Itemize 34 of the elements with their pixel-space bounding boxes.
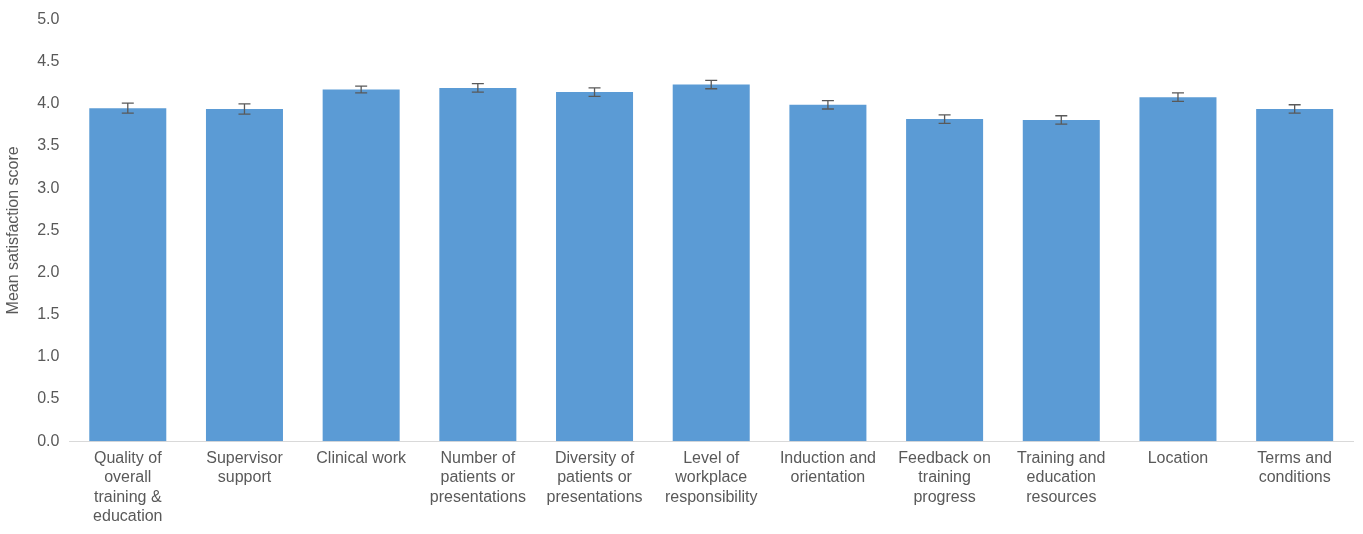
y-tick-label: 1.0 (37, 347, 60, 365)
x-tick-label: Induction and orientation (779, 449, 876, 486)
x-tick-label: Terms and conditions (1257, 449, 1333, 486)
y-tick-label: 2.5 (37, 220, 60, 238)
bar (1022, 119, 1100, 442)
bar (789, 104, 867, 442)
x-tick-label: Number of patients or presentations (429, 449, 526, 505)
x-tick-label: Quality of overall training & education (93, 449, 163, 524)
y-tick-label: 0.0 (37, 431, 60, 449)
y-tick-label: 1.5 (37, 305, 60, 323)
y-tick-label: 2.0 (37, 262, 60, 280)
y-tick-label: 4.0 (37, 94, 60, 112)
y-tick-label: 3.5 (37, 136, 60, 154)
y-axis-title: Mean satisfaction score (4, 146, 22, 315)
y-tick-label: 0.5 (37, 389, 60, 407)
bar (1139, 97, 1217, 442)
x-tick-label: Diversity of patients or presentations (546, 449, 643, 505)
bar (1256, 108, 1334, 442)
y-tick-label: 4.5 (37, 52, 60, 70)
bar (89, 108, 167, 442)
x-tick-label: Clinical work (316, 449, 408, 467)
bar (322, 89, 400, 442)
x-tick-label: Feedback on training progress (898, 449, 991, 505)
x-tick-label: Location (1147, 449, 1209, 467)
x-tick-label: Supervisor support (206, 449, 284, 486)
bar (556, 92, 634, 442)
y-tick-label: 3.0 (37, 178, 60, 196)
x-tick-label: Training and education resources (1017, 449, 1106, 505)
bar (672, 84, 750, 442)
x-tick-label: Level of workplace responsibility (664, 449, 758, 505)
bar (906, 119, 984, 442)
bar (439, 87, 517, 442)
y-tick-label: 5.0 (37, 10, 60, 28)
bar (205, 108, 283, 442)
